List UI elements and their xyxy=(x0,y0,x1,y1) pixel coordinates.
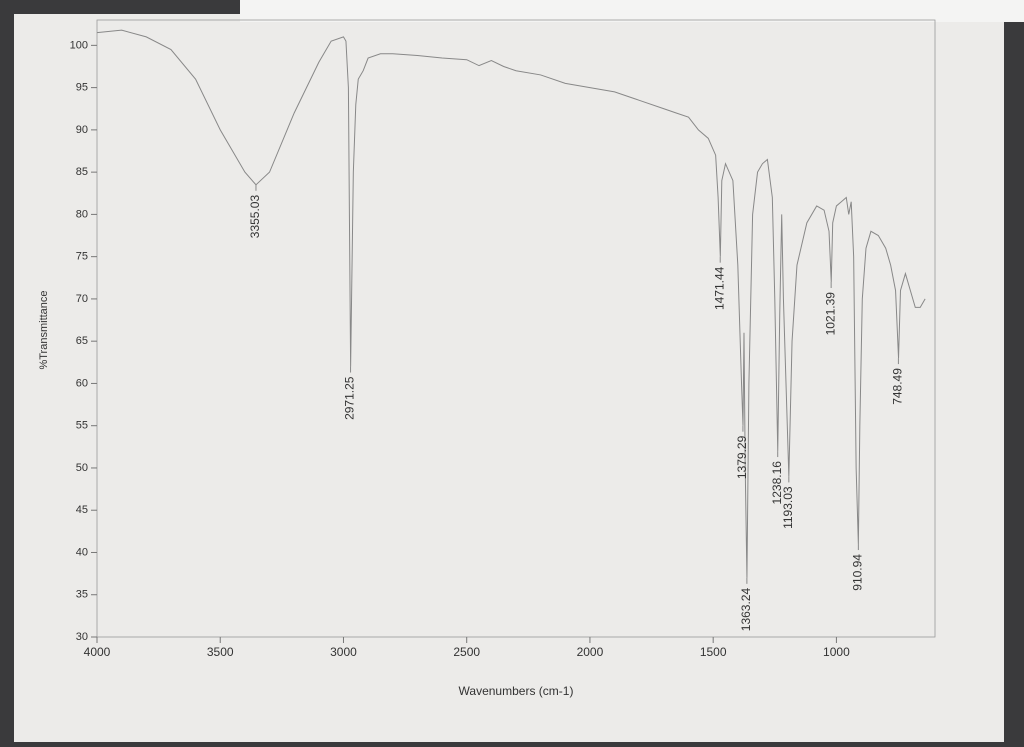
y-tick-label: 90 xyxy=(76,124,88,136)
peak-label: 1021.39 xyxy=(823,292,837,336)
y-axis-label: %Transmittance xyxy=(38,290,50,369)
y-tick-label: 50 xyxy=(76,462,88,474)
paper xyxy=(14,14,1004,742)
peak-label: 1238.16 xyxy=(770,461,784,505)
y-tick-label: 70 xyxy=(76,293,88,305)
x-tick-label: 1000 xyxy=(823,645,850,659)
peak-label: 748.49 xyxy=(891,368,905,405)
y-tick-label: 60 xyxy=(76,377,88,389)
y-tick-label: 35 xyxy=(76,589,88,601)
y-tick-label: 95 xyxy=(76,82,88,94)
x-tick-label: 2500 xyxy=(453,645,480,659)
y-tick-label: 45 xyxy=(76,504,88,516)
y-tick-label: 100 xyxy=(70,39,88,51)
peak-label: 1193.03 xyxy=(781,486,795,529)
paper-top xyxy=(240,0,1024,22)
x-tick-label: 3000 xyxy=(330,645,357,659)
y-tick-label: 85 xyxy=(76,166,88,178)
peak-label: 1471.44 xyxy=(712,266,726,310)
y-tick-label: 80 xyxy=(76,208,88,220)
x-axis-label: Wavenumbers (cm-1) xyxy=(459,684,574,698)
plot-frame xyxy=(96,19,936,638)
y-tick-label: 75 xyxy=(76,251,88,263)
peak-label: 1363.24 xyxy=(739,588,753,632)
y-tick-label: 65 xyxy=(76,335,88,347)
x-tick-label: 1500 xyxy=(700,645,727,659)
y-tick-label: 30 xyxy=(76,631,88,643)
peak-label: 910.94 xyxy=(851,554,865,591)
x-tick-label: 3500 xyxy=(207,645,234,659)
peak-label: 2971.25 xyxy=(343,376,357,420)
spectrum-line xyxy=(96,29,926,578)
peak-label: 1379.29 xyxy=(735,435,749,479)
y-tick-label: 40 xyxy=(76,546,88,558)
peak-label: 3355.03 xyxy=(248,195,262,239)
y-tick-label: 55 xyxy=(76,420,88,432)
x-tick-label: 2000 xyxy=(577,645,604,659)
x-tick-label: 4000 xyxy=(84,645,111,659)
